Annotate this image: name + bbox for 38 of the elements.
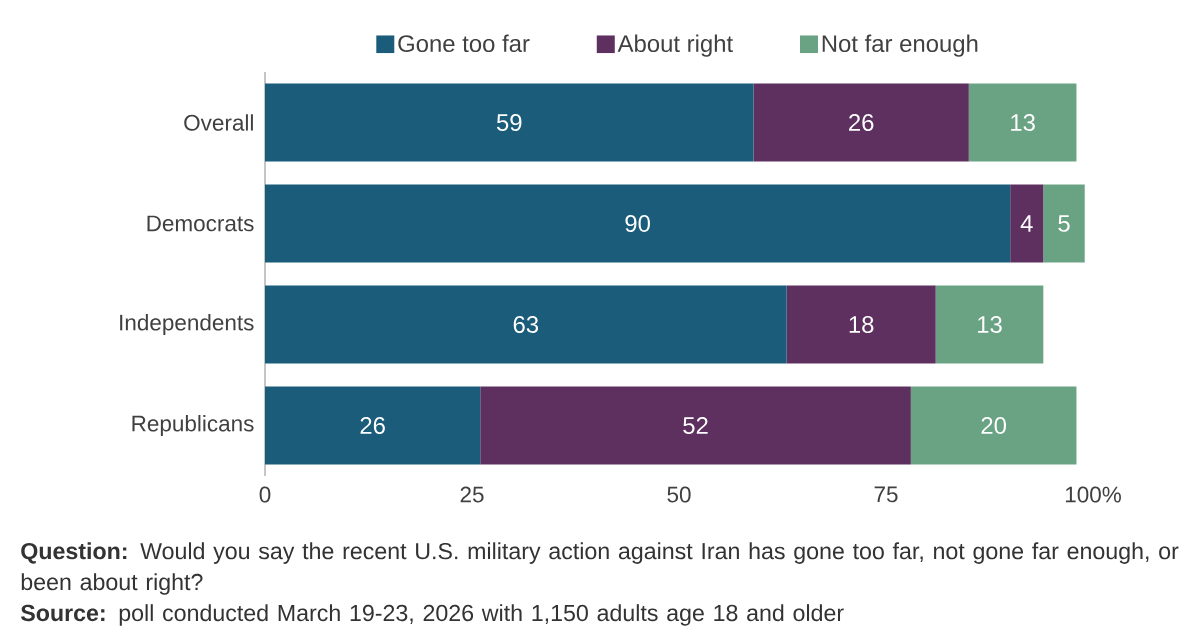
y-tick-label: Democrats [147,215,254,232]
legend-label: About right [617,34,733,57]
data-label: 52 [683,417,708,434]
bar [265,184,1011,263]
bar [480,386,911,465]
data-label: 90 [625,215,650,232]
x-tick-label: 25 [460,486,484,503]
y-tick-label: Independents [120,314,254,335]
data-label: 59 [496,114,522,131]
text: Source: poll conducted March 19-23, 2026 with 1,150 adults age 18 and older [20,604,844,626]
y-tick-label: Overall [184,114,253,131]
bar [265,386,481,465]
data-label: 4 [1020,215,1033,232]
data-label: 20 [981,417,1007,434]
bar [265,83,754,162]
bar [910,386,1077,465]
bar [1043,184,1085,263]
legend-label: Not far enough [822,34,978,57]
bar [1010,184,1044,263]
bar [786,285,936,364]
x-tick-label: 0 [259,486,271,503]
data-label: 26 [849,114,874,131]
data-label: 26 [360,417,385,434]
y-tick-label: Republicans [132,415,254,436]
bar [935,285,1044,364]
x-tick-label: 75 [874,486,898,503]
legend-label: Gone too far [398,34,530,53]
data-label: 63 [513,316,539,333]
data-label: 13 [978,316,1002,333]
bar [265,285,787,364]
data-label: 13 [1011,114,1035,131]
data-label: 18 [849,316,874,333]
data-label: 5 [1058,215,1070,232]
x-tick-label: 50 [667,486,691,503]
bar [753,83,969,162]
text: Question: Would you say the recent U.S. military action against Iran has gone too far, not gone far enough, or been about right? [21,542,1179,595]
x-tick-label: 100% [1065,486,1121,503]
bar [968,83,1077,162]
